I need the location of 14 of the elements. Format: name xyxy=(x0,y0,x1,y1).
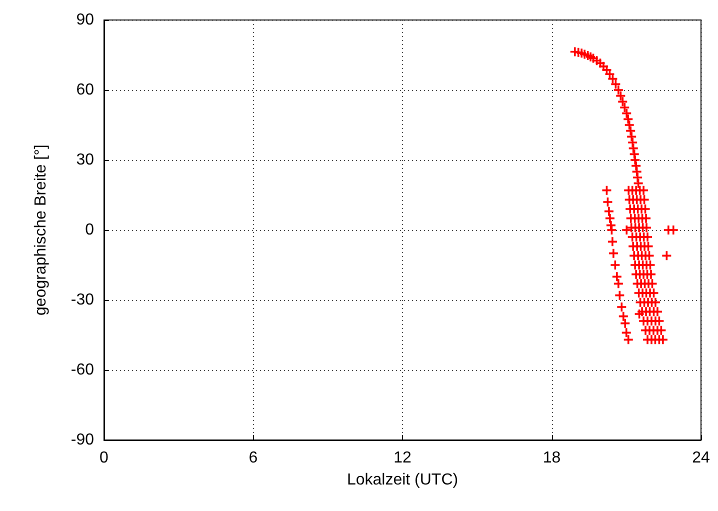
y-tick-label: 90 xyxy=(76,12,94,28)
y-tick-label: -30 xyxy=(70,292,94,308)
x-tick-label: 0 xyxy=(100,450,109,466)
y-tick-label: 60 xyxy=(76,82,94,98)
x-tick-label: 12 xyxy=(394,450,412,466)
y-axis-title: geographische Breite [°] xyxy=(32,144,50,316)
x-tick-label: 24 xyxy=(692,450,710,466)
x-tick-label: 6 xyxy=(248,450,258,466)
y-tick-label: 0 xyxy=(85,222,94,238)
x-axis-title: Lokalzeit (UTC) xyxy=(346,472,458,488)
y-tick-label: 30 xyxy=(76,152,94,168)
x-tick-label: 18 xyxy=(542,450,561,466)
y-tick-label: -60 xyxy=(70,362,94,378)
y-tick-label: -90 xyxy=(70,432,94,448)
